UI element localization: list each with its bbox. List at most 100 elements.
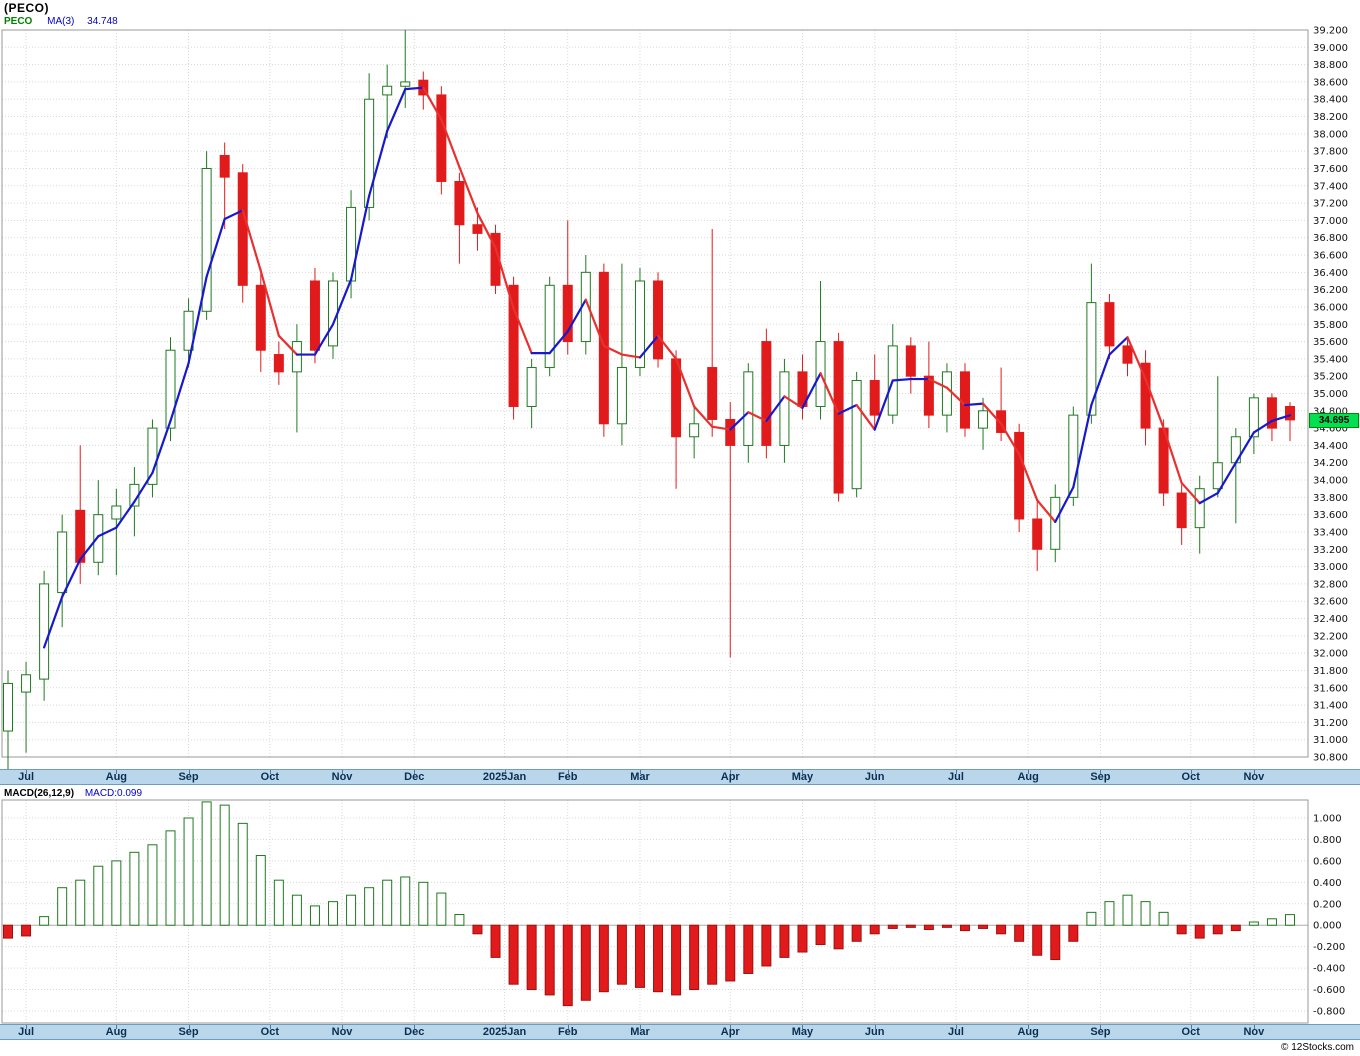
axis-tick <box>269 770 271 774</box>
svg-text:31.800: 31.800 <box>1313 666 1348 677</box>
axis-tick <box>639 770 641 774</box>
x-axis-month-label: Jul <box>948 771 964 783</box>
svg-text:31.000: 31.000 <box>1313 735 1348 746</box>
svg-text:32.800: 32.800 <box>1313 579 1348 590</box>
axis-tick <box>414 1025 416 1029</box>
macd-y-axis-labels: 1.000 0.800 0.600 0.400 0.200 0.000 -0.200 -0.4… <box>1313 814 1345 1018</box>
svg-text:0.400: 0.400 <box>1313 878 1342 889</box>
svg-text:0.800: 0.800 <box>1313 835 1342 846</box>
x-axis-month-label: Nov <box>1243 1026 1265 1038</box>
axis-tick <box>342 770 344 774</box>
x-axis-month-label: May <box>791 1026 814 1038</box>
svg-text:32.200: 32.200 <box>1313 631 1348 642</box>
svg-text:36.200: 36.200 <box>1313 285 1348 296</box>
axis-tick <box>802 1025 804 1029</box>
svg-text:31.200: 31.200 <box>1313 718 1348 729</box>
macd-histogram-bars <box>3 801 1295 1007</box>
x-axis-month-label: Jul <box>18 771 35 783</box>
svg-text:33.000: 33.000 <box>1313 562 1348 573</box>
svg-text:-0.600: -0.600 <box>1313 985 1345 996</box>
x-axis-month-label: Nov <box>331 1026 353 1038</box>
x-axis-month-label: Jul <box>948 1026 964 1038</box>
axis-tick <box>116 1025 118 1029</box>
axis-tick <box>639 1025 641 1029</box>
macd-plot-border <box>1 799 1309 1024</box>
svg-text:-0.800: -0.800 <box>1313 1007 1345 1018</box>
price-y-axis-labels: 30.800 31.000 31.200 31.400 31.600 31.800 32.0… <box>1313 26 1348 764</box>
svg-text:39.200: 39.200 <box>1313 26 1348 37</box>
axis-tick <box>955 1025 957 1029</box>
axis-tick <box>269 1025 271 1029</box>
x-axis-month-label: Aug <box>1017 771 1039 783</box>
x-axis-month-label: Mar <box>630 771 650 783</box>
x-axis-month-label: Oct <box>260 1026 279 1038</box>
svg-text:33.800: 33.800 <box>1313 493 1348 504</box>
svg-text:37.600: 37.600 <box>1313 164 1348 175</box>
svg-text:0.600: 0.600 <box>1313 856 1342 867</box>
x-axis-month-label: May <box>791 771 814 783</box>
x-axis-month-label: Nov <box>1243 771 1265 783</box>
x-axis-month-label: Sep <box>178 771 199 783</box>
ma-value: 34.748 <box>87 16 118 27</box>
axis-tick <box>874 1025 876 1029</box>
svg-text:38.400: 38.400 <box>1313 95 1348 106</box>
symbol-label: PECO <box>4 16 33 27</box>
x-axis-month-label: Nov <box>331 771 353 783</box>
svg-text:34.400: 34.400 <box>1313 441 1348 452</box>
x-axis-month-label: Jun <box>864 1026 885 1038</box>
svg-text:36.800: 36.800 <box>1313 233 1348 244</box>
x-axis-month-label: Aug <box>1017 1026 1039 1038</box>
x-axis-months-top: Jul Aug Sep Oct Nov Dec 2025Jan Feb Mar Apr May Jun… <box>0 769 1360 785</box>
x-axis-month-label: Sep <box>1090 1026 1111 1038</box>
svg-text:33.400: 33.400 <box>1313 527 1348 538</box>
axis-tick <box>414 770 416 774</box>
x-axis-month-label: 2025Jan <box>482 1026 527 1038</box>
svg-text:39.000: 39.000 <box>1313 43 1348 54</box>
axis-tick <box>802 770 804 774</box>
price-plot-border <box>1 29 1309 758</box>
x-axis-month-label: Aug <box>105 771 128 783</box>
svg-text:32.000: 32.000 <box>1313 649 1348 660</box>
x-axis-month-label: Oct <box>260 771 279 783</box>
svg-text:36.400: 36.400 <box>1313 268 1348 279</box>
svg-text:35.000: 35.000 <box>1313 389 1348 400</box>
candlesticks <box>3 30 1295 770</box>
axis-tick <box>567 770 569 774</box>
axis-tick <box>874 770 876 774</box>
chart-title: (PECO) <box>4 1 49 15</box>
svg-text:35.600: 35.600 <box>1313 337 1348 348</box>
axis-tick <box>1100 1025 1102 1029</box>
svg-text:31.600: 31.600 <box>1313 683 1348 694</box>
svg-text:0.000: 0.000 <box>1313 921 1342 932</box>
svg-text:35.200: 35.200 <box>1313 372 1348 383</box>
svg-text:36.600: 36.600 <box>1313 251 1348 262</box>
x-axis-month-label: Apr <box>720 771 740 783</box>
svg-text:32.400: 32.400 <box>1313 614 1348 625</box>
x-axis-month-label: Mar <box>630 1026 650 1038</box>
x-axis-month-label: Feb <box>557 771 578 783</box>
svg-text:37.800: 37.800 <box>1313 147 1348 158</box>
svg-text:35.400: 35.400 <box>1313 354 1348 365</box>
svg-text:34.800: 34.800 <box>1313 406 1348 417</box>
x-axis-month-label: Jun <box>864 771 885 783</box>
axis-tick <box>26 770 28 774</box>
axis-tick <box>730 770 732 774</box>
svg-text:34.000: 34.000 <box>1313 476 1348 487</box>
svg-text:37.200: 37.200 <box>1313 199 1348 210</box>
x-axis-month-label: Feb <box>557 1026 578 1038</box>
x-axis-month-label: Dec <box>404 771 425 783</box>
svg-text:38.800: 38.800 <box>1313 60 1348 71</box>
svg-text:30.800: 30.800 <box>1313 753 1348 764</box>
price-candlestick-chart: 30.800 31.000 31.200 31.400 31.600 31.800 32.0… <box>1 26 1348 770</box>
axis-tick <box>1100 770 1102 774</box>
axis-tick <box>1253 770 1255 774</box>
x-axis-month-label: Sep <box>178 1026 199 1038</box>
svg-text:33.600: 33.600 <box>1313 510 1348 521</box>
macd-formula-label: MACD(26,12,9) <box>4 788 75 799</box>
last-price-tag: 34.695 <box>1309 412 1359 428</box>
attribution-link[interactable]: © 12Stocks.com <box>1281 1042 1354 1053</box>
svg-text:31.400: 31.400 <box>1313 701 1348 712</box>
axis-tick <box>26 1025 28 1029</box>
axis-tick <box>730 1025 732 1029</box>
